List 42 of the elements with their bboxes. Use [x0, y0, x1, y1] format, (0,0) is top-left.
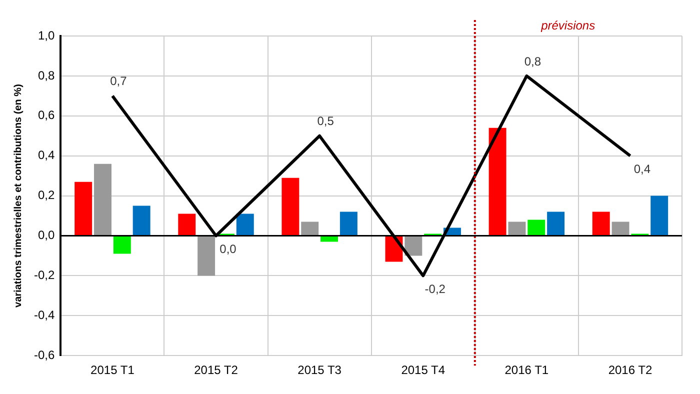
- bar: [320, 236, 338, 242]
- y-tick-label: -0,6: [34, 348, 55, 362]
- bar: [113, 236, 131, 254]
- x-tick-label: 2015 T4: [401, 363, 446, 378]
- bar: [132, 206, 150, 236]
- bar: [528, 220, 546, 236]
- bar: [236, 214, 254, 236]
- bar: [508, 222, 526, 236]
- data-label: -0,2: [424, 282, 446, 296]
- bar: [178, 214, 196, 236]
- x-tick-label: 2016 T1: [504, 363, 549, 378]
- bar: [94, 164, 112, 236]
- y-tick-label: -0,2: [34, 268, 55, 282]
- bar: [74, 182, 92, 236]
- x-tick-label: 2015 T2: [194, 363, 238, 378]
- bar: [612, 222, 630, 236]
- x-tick-label: 2015 T1: [90, 363, 135, 378]
- y-tick-label: 0,0: [38, 228, 55, 242]
- x-tick-label: 2015 T3: [298, 363, 342, 378]
- x-tick-label: 2016 T2: [608, 363, 652, 378]
- bar: [547, 212, 565, 236]
- data-label: 0,5: [317, 114, 334, 128]
- bar: [488, 128, 506, 236]
- data-label: 0,4: [634, 162, 651, 176]
- y-tick-label: 0,6: [38, 108, 55, 122]
- bar: [340, 212, 358, 236]
- bar: [650, 196, 668, 236]
- bar: [404, 236, 422, 256]
- y-tick-label: 0,2: [38, 188, 55, 202]
- bar: [198, 236, 216, 276]
- ref-line-label: prévisions: [540, 18, 596, 32]
- y-tick-label: 0,8: [38, 68, 55, 82]
- y-tick-label: 0,4: [38, 148, 55, 162]
- y-axis-title: variations trimestrielles et contributions (en %): [12, 84, 24, 308]
- bar: [592, 212, 610, 236]
- y-tick-label: 1,0: [38, 28, 55, 42]
- y-tick-label: -0,4: [34, 308, 55, 322]
- data-label: 0,0: [220, 242, 237, 256]
- bar: [301, 222, 319, 236]
- data-label: 0,7: [110, 74, 128, 88]
- bar: [282, 178, 300, 236]
- data-label: 0,8: [524, 54, 542, 68]
